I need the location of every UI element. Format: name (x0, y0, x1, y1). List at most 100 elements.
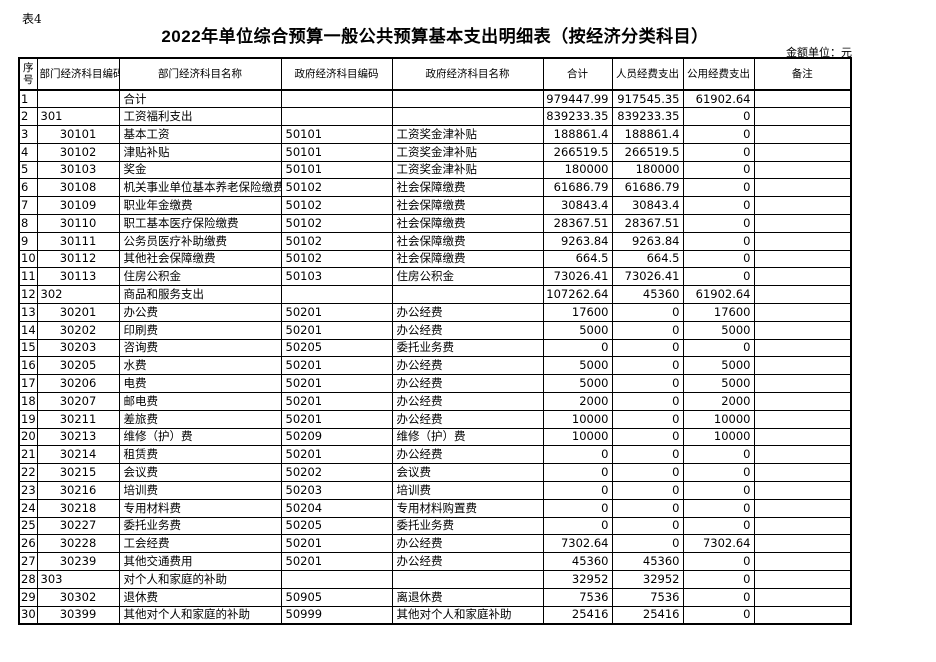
total-cell: 0 (542, 463, 613, 483)
dept-name-cell: 委托业务费 (118, 516, 282, 536)
dept-name-cell: 印刷费 (118, 320, 282, 340)
remark-cell (753, 481, 852, 500)
personnel-cell: 0 (611, 534, 684, 554)
public-cell: 0 (682, 142, 755, 162)
personnel-cell: 61686.79 (611, 178, 684, 198)
dept-code-cell: 30239 (36, 552, 120, 572)
gov-name-cell: 办公经费 (391, 445, 544, 465)
public-cell: 61902.64 (682, 89, 755, 109)
dept-code-cell: 30214 (36, 445, 120, 465)
seq-cell: 29 (18, 587, 38, 607)
dept-name-cell: 商品和服务支出 (118, 285, 282, 305)
gov-name-cell: 委托业务费 (391, 516, 544, 536)
remark-cell (753, 409, 852, 429)
gov-name-cell (391, 89, 544, 109)
gov-code-cell: 50201 (280, 409, 393, 429)
personnel-cell: 0 (611, 356, 684, 376)
table-row: 20 30213 维修（护）费 50209 维修（护）费 10000 0 10000 (18, 427, 852, 447)
personnel-cell: 0 (611, 516, 684, 536)
dept-code-cell: 30102 (36, 142, 120, 162)
total-cell: 25416 (542, 605, 613, 625)
public-cell: 7302.64 (682, 534, 755, 554)
seq-cell: 5 (18, 160, 38, 180)
dept-code-cell: 30206 (36, 374, 120, 394)
gov-code-cell: 50999 (280, 605, 393, 625)
total-cell: 5000 (542, 356, 613, 376)
dept-name-cell: 合计 (118, 89, 282, 109)
dept-name-cell: 奖金 (118, 160, 282, 180)
personnel-cell: 25416 (611, 605, 684, 625)
remark-cell (753, 338, 852, 358)
gov-name-cell: 维修（护）费 (391, 427, 544, 447)
public-cell: 0 (682, 445, 755, 465)
dept-name-cell: 邮电费 (118, 392, 282, 411)
seq-cell: 13 (18, 303, 38, 322)
gov-code-cell: 50205 (280, 516, 393, 536)
remark-cell (753, 160, 852, 180)
gov-code-cell: 50101 (280, 142, 393, 162)
table-row: 1 合计 979447.99 917545.35 61902.64 (18, 89, 852, 109)
remark-cell (753, 196, 852, 216)
dept-name-cell: 工会经费 (118, 534, 282, 554)
public-cell: 2000 (682, 392, 755, 411)
gov-name-cell (391, 570, 544, 589)
total-cell: 30843.4 (542, 196, 613, 216)
col-header-total: 合计 (542, 57, 613, 91)
gov-name-cell: 办公经费 (391, 392, 544, 411)
public-cell: 17600 (682, 303, 755, 322)
dept-code-cell: 302 (36, 285, 120, 305)
remark-cell (753, 89, 852, 109)
remark-cell (753, 285, 852, 305)
public-cell: 0 (682, 498, 755, 518)
dept-code-cell: 30228 (36, 534, 120, 554)
dept-code-cell: 30216 (36, 481, 120, 500)
remark-cell (753, 178, 852, 198)
remark-cell (753, 498, 852, 518)
gov-name-cell: 培训费 (391, 481, 544, 500)
gov-name-cell: 住房公积金 (391, 267, 544, 287)
public-cell: 0 (682, 552, 755, 572)
col-header-gov-name: 政府经济科目名称 (391, 57, 544, 91)
gov-code-cell: 50203 (280, 481, 393, 500)
gov-code-cell: 50101 (280, 125, 393, 144)
seq-cell: 28 (18, 570, 38, 589)
total-cell: 61686.79 (542, 178, 613, 198)
total-cell: 2000 (542, 392, 613, 411)
table-row: 19 30211 差旅费 50201 办公经费 10000 0 10000 (18, 409, 852, 429)
total-cell: 32952 (542, 570, 613, 589)
remark-cell (753, 267, 852, 287)
table-row: 10 30112 其他社会保障缴费 50102 社会保障缴费 664.5 664.5 0 (18, 249, 852, 269)
dept-name-cell: 工资福利支出 (118, 107, 282, 127)
personnel-cell: 0 (611, 498, 684, 518)
table-row: 7 30109 职业年金缴费 50102 社会保障缴费 30843.4 30843.4 0 (18, 196, 852, 216)
dept-code-cell: 30207 (36, 392, 120, 411)
personnel-cell: 0 (611, 303, 684, 322)
gov-name-cell (391, 285, 544, 305)
gov-code-cell: 50103 (280, 267, 393, 287)
personnel-cell: 0 (611, 374, 684, 394)
dept-name-cell: 专用材料费 (118, 498, 282, 518)
gov-name-cell: 工资奖金津补贴 (391, 160, 544, 180)
personnel-cell: 839233.35 (611, 107, 684, 127)
dept-code-cell: 30111 (36, 231, 120, 251)
public-cell: 0 (682, 605, 755, 625)
total-cell: 9263.84 (542, 231, 613, 251)
gov-code-cell: 50101 (280, 160, 393, 180)
col-header-gov-code: 政府经济科目编码 (280, 57, 393, 91)
personnel-cell: 7536 (611, 587, 684, 607)
dept-code-cell: 30112 (36, 249, 120, 269)
public-cell: 61902.64 (682, 285, 755, 305)
seq-cell: 15 (18, 338, 38, 358)
public-cell: 0 (682, 587, 755, 607)
remark-cell (753, 214, 852, 233)
personnel-cell: 917545.35 (611, 89, 684, 109)
gov-name-cell: 办公经费 (391, 320, 544, 340)
public-cell: 0 (682, 481, 755, 500)
personnel-cell: 9263.84 (611, 231, 684, 251)
total-cell: 180000 (542, 160, 613, 180)
table-row: 12 302 商品和服务支出 107262.64 45360 61902.64 (18, 285, 852, 305)
table-header-row: 序号 部门经济科目编码 部门经济科目名称 政府经济科目编码 政府经济科目名称 合… (18, 57, 852, 91)
remark-cell (753, 392, 852, 411)
dept-code-cell: 30227 (36, 516, 120, 536)
seq-cell: 27 (18, 552, 38, 572)
